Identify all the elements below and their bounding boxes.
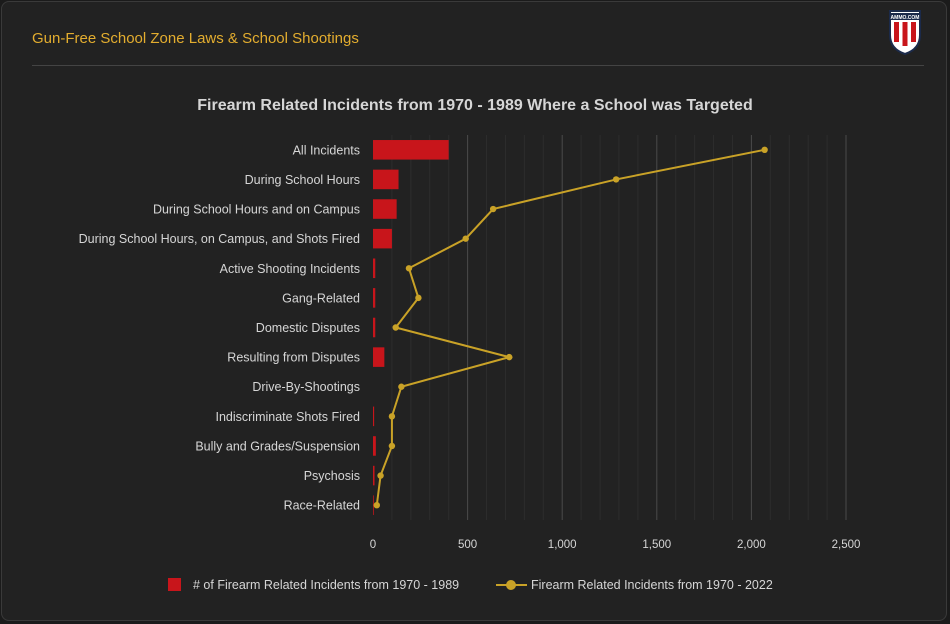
category-label: Resulting from Disputes xyxy=(227,351,360,365)
bar-7[interactable] xyxy=(373,347,385,367)
category-label: Drive-By-Shootings xyxy=(252,380,360,394)
bar-12[interactable] xyxy=(373,495,374,515)
category-label: All Incidents xyxy=(293,143,360,157)
line-point-10[interactable] xyxy=(388,442,396,450)
x-tick-label: 1,500 xyxy=(642,539,671,551)
bar-4[interactable] xyxy=(373,258,376,279)
legend-line-marker[interactable] xyxy=(506,580,516,590)
ammo-logo[interactable]: AMMO.COM xyxy=(888,9,922,55)
x-tick-label: 0 xyxy=(370,539,376,551)
line-point-11[interactable] xyxy=(377,472,384,479)
gridlines xyxy=(391,135,847,520)
line-point-8[interactable] xyxy=(398,383,405,390)
x-tick-label: 500 xyxy=(458,539,477,551)
bar-11[interactable] xyxy=(373,465,375,486)
category-label: Domestic Disputes xyxy=(256,321,360,335)
category-label: Gang-Related xyxy=(282,291,360,305)
logo-text: AMMO.COM xyxy=(891,15,920,21)
line-point-12[interactable] xyxy=(373,501,380,509)
page-title: Gun-Free School Zone Laws & School Shoot… xyxy=(32,30,359,47)
bar-6[interactable] xyxy=(373,317,376,338)
line-point-0[interactable] xyxy=(761,146,768,154)
category-label: Indiscriminate Shots Fired xyxy=(215,410,360,424)
category-label: During School Hours xyxy=(245,173,360,187)
line-point-1[interactable] xyxy=(612,176,620,183)
line-point-6[interactable] xyxy=(392,324,399,331)
line-point-9[interactable] xyxy=(388,413,396,420)
bar-0[interactable] xyxy=(373,140,449,160)
legend-bar-label[interactable]: # of Firearm Related Incidents from 1970… xyxy=(193,578,459,592)
bar-2[interactable] xyxy=(373,199,397,219)
bar-10[interactable] xyxy=(373,436,376,456)
x-tick-label: 2,500 xyxy=(832,539,861,551)
line-path xyxy=(375,148,765,506)
legend: # of Firearm Related Incidents from 1970… xyxy=(168,578,773,592)
bar-series xyxy=(373,140,449,515)
line-point-2[interactable] xyxy=(489,205,497,213)
legend-bar-swatch[interactable] xyxy=(168,578,181,591)
line-series xyxy=(373,146,768,509)
x-tick-label: 2,000 xyxy=(737,539,766,551)
category-label: Race-Related xyxy=(284,499,360,513)
x-tick-label: 1,000 xyxy=(548,539,577,551)
x-tick-labels: 0 500 1,000 1,500 2,000 2,500 xyxy=(370,539,861,551)
legend-line-label[interactable]: Firearm Related Incidents from 1970 - 20… xyxy=(531,578,773,592)
line-point-5[interactable] xyxy=(415,294,422,302)
chart-title: Firearm Related Incidents from 1970 - 19… xyxy=(197,97,752,114)
category-label: During School Hours, on Campus, and Shot… xyxy=(79,232,360,246)
bar-5[interactable] xyxy=(373,288,376,308)
category-label: Psychosis xyxy=(304,469,360,483)
category-label: Active Shooting Incidents xyxy=(220,262,360,276)
line-point-3[interactable] xyxy=(462,235,469,242)
category-label: During School Hours and on Campus xyxy=(153,203,360,217)
bar-3[interactable] xyxy=(373,228,392,249)
line-point-7[interactable] xyxy=(506,353,513,361)
line-point-4[interactable] xyxy=(405,265,413,272)
header-divider xyxy=(32,65,924,66)
category-label: Bully and Grades/Suspension xyxy=(195,439,360,453)
bar-9[interactable] xyxy=(373,406,375,427)
bar-1[interactable] xyxy=(373,169,399,190)
category-labels: All Incidents During School Hours During S… xyxy=(79,143,360,512)
